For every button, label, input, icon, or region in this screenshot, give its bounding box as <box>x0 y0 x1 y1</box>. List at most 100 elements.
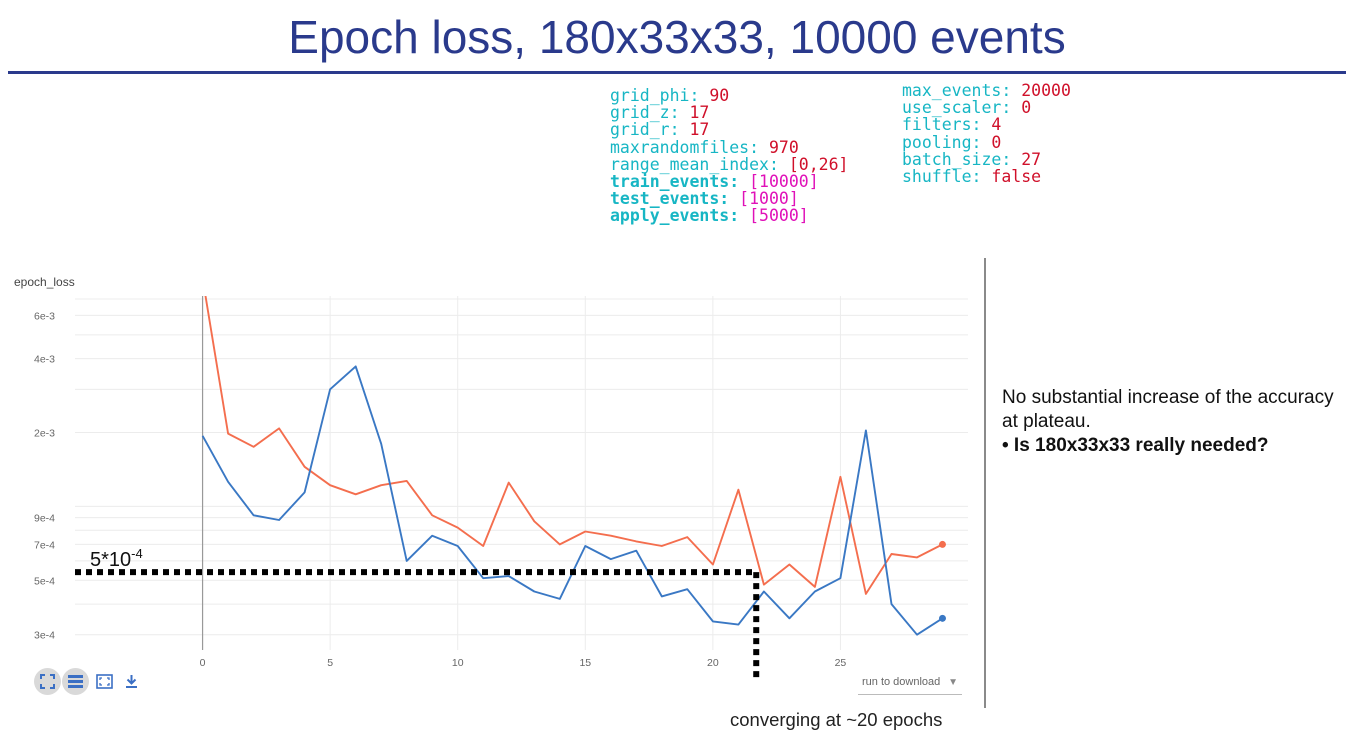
y-tick-label: 2e-3 <box>34 428 55 440</box>
chart-title: epoch_loss <box>14 275 75 289</box>
threshold-label: 5*10-4 <box>90 546 143 571</box>
config-key: use_scaler <box>902 98 1002 118</box>
config-value: 0 <box>991 132 1002 152</box>
y-tick-label: 6e-3 <box>34 310 55 322</box>
config-row: range_mean_index: [0,26] <box>610 156 848 173</box>
series-line-0 <box>204 296 943 595</box>
config-row: maxrandomfiles: 970 <box>610 139 848 156</box>
x-tick-label: 0 <box>200 657 206 669</box>
config-separator: : <box>971 115 992 135</box>
caption: converging at ~20 epochs <box>730 709 943 730</box>
config-separator: : <box>689 86 710 105</box>
config-separator: : <box>1001 98 1022 118</box>
config-separator: : <box>971 132 992 152</box>
config-value: 20000 <box>1021 81 1071 100</box>
note-box: No substantial increase of the accuracy … <box>1002 386 1352 458</box>
fit-domain-button[interactable] <box>34 668 61 695</box>
config-value: false <box>991 167 1042 187</box>
toggle-log-icon <box>68 675 83 688</box>
expand-button[interactable] <box>90 668 117 695</box>
series-end-point-0 <box>938 540 946 548</box>
config-key: grid_z <box>610 103 670 123</box>
config-key: train_events <box>610 172 730 192</box>
config-row: train_events: [10000] <box>610 173 848 190</box>
config-separator: : <box>719 189 740 209</box>
y-tick-label: 7e-4 <box>34 539 55 551</box>
config-value: 4 <box>991 115 1002 135</box>
x-axis: 0 5 10 15 20 25 <box>200 657 847 669</box>
config-row: shuffle: false <box>902 168 1071 185</box>
y-tick-label: 9e-4 <box>34 513 55 525</box>
download-button[interactable] <box>118 668 145 695</box>
config-row: batch_size: 27 <box>902 151 1071 168</box>
chevron-down-icon: ▼ <box>948 677 958 688</box>
y-tick-label: 5e-4 <box>34 575 55 587</box>
config-row: max_events: 20000 <box>902 82 1071 99</box>
config-row: grid_r: 17 <box>610 121 848 138</box>
x-tick-label: 15 <box>579 657 591 669</box>
config-row: filters: 4 <box>902 116 1071 133</box>
expand-icon <box>96 674 113 689</box>
x-tick-label: 20 <box>707 657 719 669</box>
config-value: 17 <box>689 103 710 123</box>
config-key: max_events <box>902 81 1002 100</box>
config-separator: : <box>729 172 750 192</box>
config-key: batch_size <box>902 149 1002 169</box>
config-value: [0,26] <box>788 154 849 174</box>
series-end-point-1 <box>938 614 946 622</box>
config-value: 17 <box>689 120 710 140</box>
x-tick-label: 5 <box>327 657 333 669</box>
fit-domain-icon <box>40 674 55 689</box>
run-to-download-label: run to download <box>862 676 941 688</box>
config-value: 970 <box>768 137 799 157</box>
config-row: grid_phi: 90 <box>610 87 848 104</box>
config-key: filters <box>902 115 972 135</box>
config-row: apply_events: [5000] <box>610 207 848 224</box>
config-key: shuffle <box>902 167 972 187</box>
note-bullet: • Is 180x33x33 really needed? <box>1002 435 1269 456</box>
config-separator: : <box>749 137 769 157</box>
note-text: No substantial increase of the accuracy … <box>1002 387 1334 432</box>
config-right: max_events: 20000 use_scaler: 0 filters: 4… <box>902 82 1071 185</box>
series-line-1 <box>201 365 944 636</box>
config-key: test_events <box>610 189 720 209</box>
page-title: Epoch loss, 180x33x33, 10000 events <box>288 11 1066 63</box>
config-value: [10000] <box>749 172 819 192</box>
config-row: grid_z: 17 <box>610 104 848 121</box>
config-value: 0 <box>1021 98 1032 118</box>
config-value: 90 <box>709 86 730 105</box>
config-separator: : <box>971 167 992 187</box>
config-row: use_scaler: 0 <box>902 99 1071 116</box>
config-value: 27 <box>1021 149 1042 169</box>
x-tick-label: 25 <box>835 657 847 669</box>
config-value: [5000] <box>749 206 809 226</box>
config-key: maxrandomfiles <box>610 137 750 157</box>
config-row: pooling: 0 <box>902 134 1071 151</box>
config-key: grid_r <box>610 120 670 140</box>
y-tick-label: 4e-3 <box>34 354 55 366</box>
config-separator: : <box>669 120 690 140</box>
epoch-loss-chart: epoch_loss 6e-34e-32e-39e-47e-45e-43e-4 … <box>14 275 968 678</box>
config-separator: : <box>729 206 750 226</box>
download-icon <box>126 675 137 688</box>
title-underline <box>8 71 1346 74</box>
config-key: range_mean_index <box>610 154 769 174</box>
series <box>201 296 946 636</box>
y-tick-label: 3e-4 <box>34 630 55 642</box>
grid <box>75 296 968 650</box>
config-key: apply_events <box>610 206 730 226</box>
run-to-download-select[interactable]: run to download ▼ <box>858 670 962 695</box>
toggle-log-button[interactable] <box>62 668 89 695</box>
x-tick-label: 10 <box>452 657 464 669</box>
config-separator: : <box>768 154 789 174</box>
vertical-divider <box>984 258 986 708</box>
config-separator: : <box>669 103 690 123</box>
y-axis: 6e-3 4e-3 2e-3 9e-4 7e-4 5e-4 3e-4 <box>34 310 55 641</box>
config-key: pooling <box>902 132 972 152</box>
config-left: grid_phi: 90 grid_z: 17 grid_r: 17 maxrando… <box>610 87 848 225</box>
config-separator: : <box>1001 149 1022 169</box>
config-separator: : <box>1001 81 1022 100</box>
config-row: test_events: [1000] <box>610 190 848 207</box>
threshold-marker: 5*10-4 <box>75 546 760 678</box>
config-value: [1000] <box>739 189 799 209</box>
